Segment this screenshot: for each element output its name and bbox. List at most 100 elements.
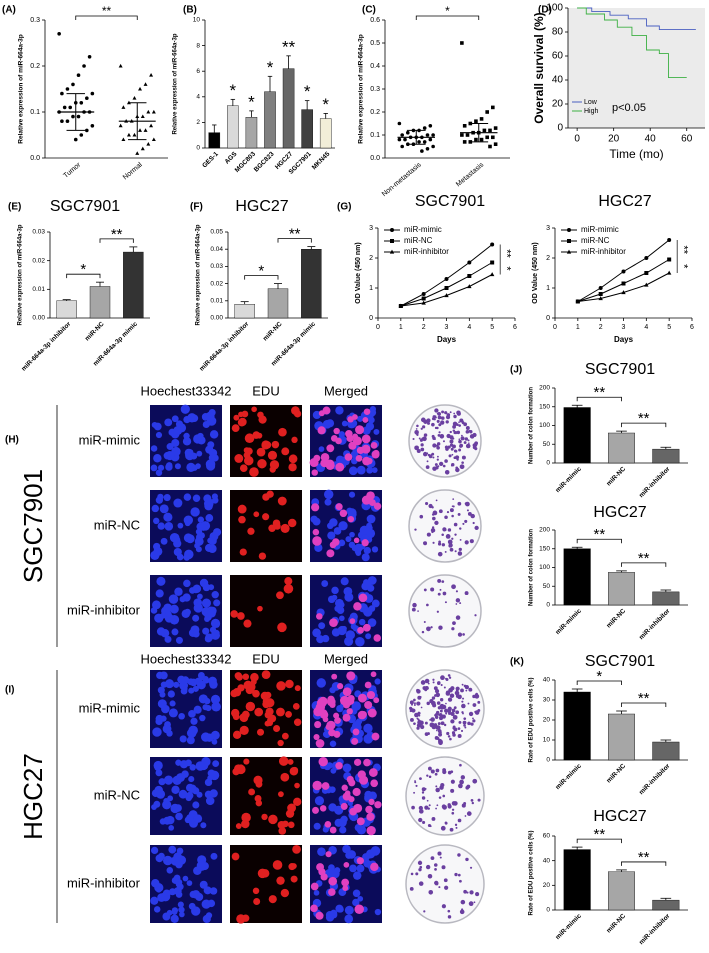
cell	[158, 852, 165, 860]
colony	[415, 872, 419, 876]
colony	[420, 447, 425, 452]
cell	[361, 495, 372, 505]
cell	[213, 528, 222, 537]
cell	[366, 514, 376, 524]
bar	[652, 741, 680, 761]
x-tick-label: 1	[399, 324, 403, 331]
marker	[90, 91, 95, 96]
marker	[666, 270, 672, 275]
colony	[443, 878, 448, 883]
cell	[364, 700, 373, 710]
colony	[468, 442, 470, 444]
chart-title: SGC7901	[585, 653, 655, 670]
cell	[248, 788, 256, 796]
cell	[322, 731, 329, 738]
colony	[477, 700, 481, 704]
colony	[453, 412, 456, 415]
marker	[421, 296, 426, 301]
colony	[472, 521, 475, 525]
cell	[156, 671, 164, 680]
colony	[433, 863, 438, 867]
cell	[342, 687, 352, 697]
legend-label: High	[584, 108, 599, 115]
cell	[371, 467, 378, 474]
colony	[436, 804, 439, 807]
annotation: p<0.05	[612, 102, 646, 114]
marker	[598, 296, 603, 301]
colony	[449, 430, 452, 434]
colony	[465, 501, 470, 507]
marker	[467, 274, 472, 278]
colony	[461, 434, 463, 437]
colony	[420, 443, 424, 447]
marker	[491, 105, 495, 110]
marker	[621, 269, 626, 274]
colony	[426, 774, 429, 777]
panel-label: (K)	[510, 657, 524, 668]
colony	[409, 706, 413, 710]
marker	[490, 242, 495, 247]
marker	[60, 91, 64, 96]
cell	[342, 844, 351, 854]
cell	[239, 725, 249, 736]
cell	[339, 509, 348, 518]
cell	[356, 864, 365, 873]
colony	[452, 429, 456, 432]
cell	[315, 911, 324, 920]
cell	[316, 678, 327, 688]
cell	[205, 514, 214, 522]
cell	[280, 772, 290, 782]
cell	[373, 697, 380, 704]
colony	[411, 708, 416, 713]
colony	[460, 899, 466, 905]
group-label: HGC27	[18, 753, 48, 840]
y-tick-label: 20	[552, 99, 564, 110]
cell	[164, 635, 172, 643]
colony	[432, 541, 435, 544]
marker	[149, 123, 154, 128]
cell	[163, 855, 173, 866]
x-tick-label: 1	[576, 324, 580, 331]
colony	[457, 512, 461, 516]
colony	[445, 712, 448, 715]
colony	[464, 591, 469, 596]
cell	[262, 513, 270, 521]
marker	[126, 132, 131, 137]
colony	[440, 782, 445, 788]
colony	[461, 703, 466, 709]
cell	[195, 546, 202, 553]
marker	[621, 281, 626, 286]
survival-curve	[577, 7, 687, 79]
marker	[71, 82, 75, 87]
y-tick-label: 3	[546, 225, 550, 232]
colony	[449, 411, 452, 414]
cell	[370, 671, 377, 678]
colony	[467, 511, 472, 516]
significance-label: *	[677, 264, 689, 269]
cell	[355, 454, 363, 462]
cell	[165, 451, 175, 461]
cell	[237, 504, 247, 514]
colony	[467, 439, 470, 442]
colony	[447, 909, 451, 913]
y-tick-label: 0.03	[210, 263, 223, 270]
cell	[197, 672, 205, 679]
y-tick-label: 0	[196, 145, 200, 152]
colony	[458, 439, 462, 444]
colony	[430, 528, 436, 533]
cell	[151, 879, 160, 888]
y-tick-label: 150	[539, 403, 550, 410]
bar	[56, 300, 77, 319]
marker	[76, 73, 81, 77]
marker	[489, 272, 495, 277]
y-tick-label: 200	[539, 527, 550, 534]
cell	[179, 760, 189, 769]
colony	[468, 711, 474, 717]
y-tick-label: 0.5	[370, 40, 380, 47]
row-label: miR-inhibitor	[67, 875, 141, 890]
cell	[291, 766, 299, 774]
cell	[352, 787, 361, 797]
marker	[422, 140, 427, 144]
colony	[426, 799, 429, 802]
series-line	[400, 262, 493, 307]
